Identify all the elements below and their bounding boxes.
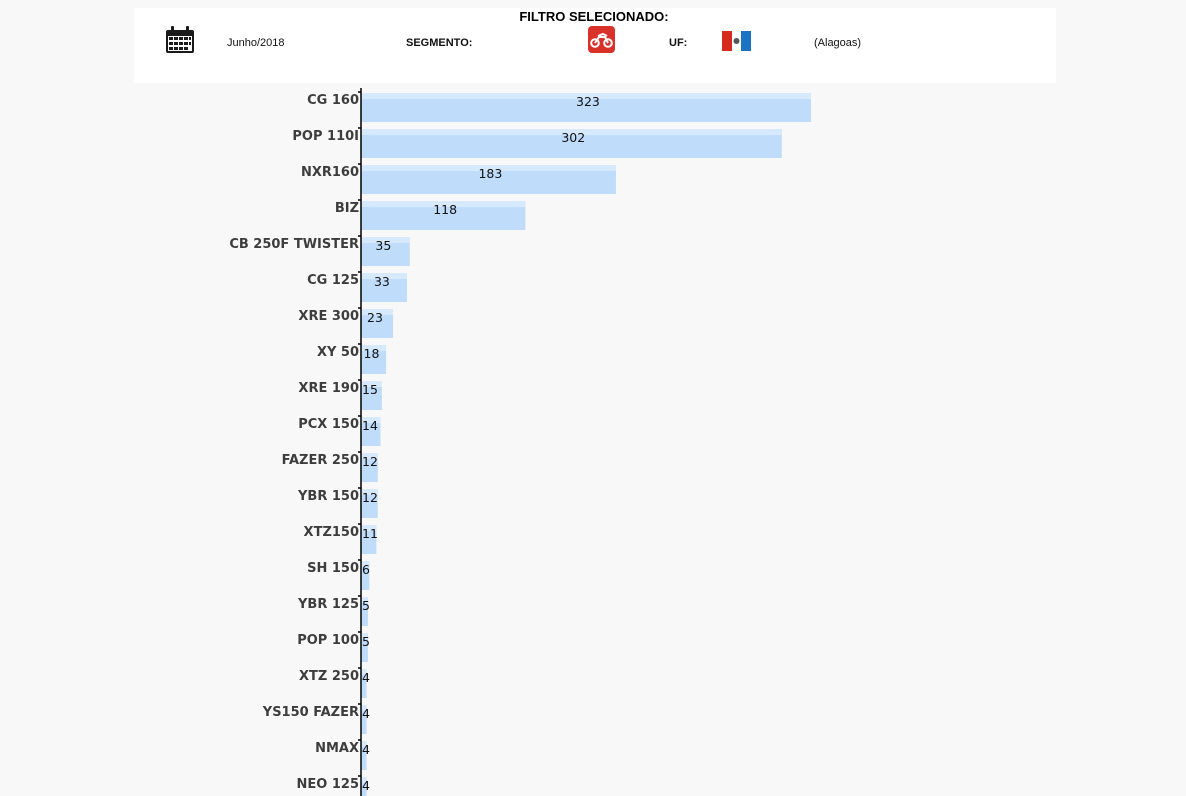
category-label-ybr-150: YBR 150 bbox=[297, 489, 359, 504]
motorcycle-icon bbox=[588, 26, 615, 53]
value-label-sh-150: 6 bbox=[362, 562, 370, 577]
bar-highlight-neo-125 bbox=[361, 777, 367, 783]
category-label-cg-160: CG 160 bbox=[307, 93, 359, 108]
value-label-nmax: 4 bbox=[362, 742, 370, 757]
value-label-pcx-150: 14 bbox=[362, 418, 378, 433]
bar-highlight-biz bbox=[361, 201, 526, 207]
bar-highlight-pop-110i bbox=[361, 129, 782, 135]
filter-title: FILTRO SELECIONADO: bbox=[519, 9, 669, 24]
category-label-xtz150: XTZ150 bbox=[304, 525, 359, 540]
bar-highlight-cg-160 bbox=[361, 93, 811, 99]
bar-ys150-fazer[interactable] bbox=[361, 705, 367, 734]
bar-highlight-fazer-250 bbox=[361, 453, 378, 459]
category-label-pop-110i: POP 110I bbox=[292, 129, 359, 144]
value-label-pop-110i: 302 bbox=[561, 130, 585, 145]
value-label-fazer-250: 12 bbox=[362, 454, 378, 469]
bar-highlight-ys150-fazer bbox=[361, 705, 367, 711]
value-label-ys150-fazer: 4 bbox=[362, 706, 370, 721]
bar-highlight-pcx-150 bbox=[361, 417, 381, 423]
value-label-pop-100: 5 bbox=[362, 634, 370, 649]
value-label-cb-250f-twister: 35 bbox=[375, 238, 391, 253]
bar-highlight-nmax bbox=[361, 741, 367, 747]
category-label-nmax: NMAX bbox=[315, 741, 359, 756]
value-label-xre-190: 15 bbox=[362, 382, 378, 397]
bar-xtz-250[interactable] bbox=[361, 669, 367, 698]
value-label-cg-160: 323 bbox=[576, 94, 600, 109]
value-label-ybr-150: 12 bbox=[362, 490, 378, 505]
value-label-xre-300: 23 bbox=[367, 310, 383, 325]
value-label-biz: 118 bbox=[433, 202, 457, 217]
category-label-ys150-fazer: YS150 FAZER bbox=[262, 705, 359, 720]
value-label-xtz150: 11 bbox=[362, 526, 378, 541]
value-label-nxr160: 183 bbox=[478, 166, 502, 181]
category-label-cg-125: CG 125 bbox=[307, 273, 359, 288]
period-value: Junho/2018 bbox=[227, 37, 285, 49]
value-label-xy-50: 18 bbox=[364, 346, 380, 361]
category-label-nxr160: NXR160 bbox=[301, 165, 359, 180]
bar-highlight-xtz-250 bbox=[361, 669, 367, 675]
bar-fazer-250[interactable] bbox=[361, 453, 378, 482]
calendar-icon bbox=[166, 26, 194, 53]
bar-highlight-xy-50 bbox=[361, 345, 387, 351]
bar-highlight-pop-100 bbox=[361, 633, 368, 639]
bar-ybr-150[interactable] bbox=[361, 489, 378, 518]
bar-highlight-xre-190 bbox=[361, 381, 382, 387]
bar-sh-150[interactable] bbox=[361, 561, 370, 590]
bar-highlight-cb-250f-twister bbox=[361, 237, 410, 243]
category-label-xy-50: XY 50 bbox=[317, 345, 359, 360]
bar-pcx-150[interactable] bbox=[361, 417, 381, 446]
category-label-pop-100: POP 100 bbox=[297, 633, 359, 648]
state-value: (Alagoas) bbox=[814, 37, 862, 49]
bar-highlight-ybr-150 bbox=[361, 489, 378, 495]
category-label-pcx-150: PCX 150 bbox=[298, 417, 359, 432]
alagoas-flag-icon bbox=[722, 31, 751, 51]
bar-xtz150[interactable] bbox=[361, 525, 377, 554]
bar-highlight-xre-300 bbox=[361, 309, 394, 315]
category-label-biz: BIZ bbox=[335, 201, 359, 216]
category-label-xtz-250: XTZ 250 bbox=[299, 669, 359, 684]
category-label-sh-150: SH 150 bbox=[307, 561, 359, 576]
value-label-ybr-125: 5 bbox=[362, 598, 370, 613]
bar-ybr-125[interactable] bbox=[361, 597, 368, 626]
bar-highlight-sh-150 bbox=[361, 561, 370, 567]
bar-highlight-xtz150 bbox=[361, 525, 377, 531]
value-label-neo-125: 4 bbox=[362, 778, 370, 793]
value-label-cg-125: 33 bbox=[374, 274, 390, 289]
category-label-xre-300: XRE 300 bbox=[298, 309, 359, 324]
bar-neo-125[interactable] bbox=[361, 777, 367, 796]
bar-nmax[interactable] bbox=[361, 741, 367, 770]
category-label-neo-125: NEO 125 bbox=[297, 777, 359, 792]
value-label-xtz-250: 4 bbox=[362, 670, 370, 685]
uf-label: UF: bbox=[669, 37, 688, 49]
bar-xre-190[interactable] bbox=[361, 381, 382, 410]
bar-highlight-ybr-125 bbox=[361, 597, 368, 603]
segment-label: SEGMENTO: bbox=[406, 37, 473, 49]
bar-highlight-cg-125 bbox=[361, 273, 407, 279]
category-label-xre-190: XRE 190 bbox=[298, 381, 359, 396]
category-label-cb-250f-twister: CB 250F TWISTER bbox=[229, 237, 359, 252]
category-label-fazer-250: FAZER 250 bbox=[282, 453, 359, 468]
bar-pop-100[interactable] bbox=[361, 633, 368, 662]
category-label-ybr-125: YBR 125 bbox=[297, 597, 359, 612]
filter-panel: FILTRO SELECIONADO: Junho/2018 SEGMENTO:… bbox=[134, 8, 1056, 83]
bar-highlight-nxr160 bbox=[361, 165, 616, 171]
